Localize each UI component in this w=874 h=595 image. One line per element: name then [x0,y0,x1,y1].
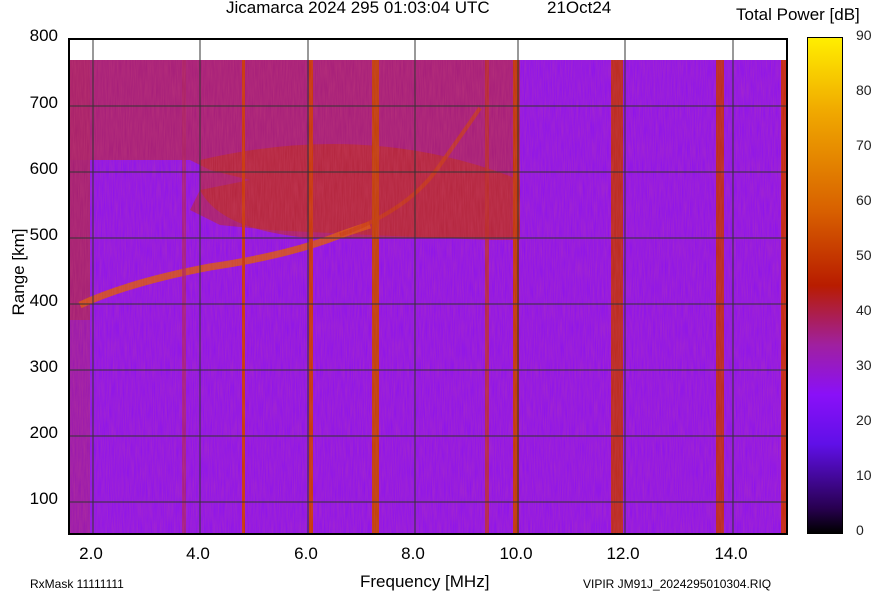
y-tick-label: 700 [29,93,58,112]
chart-title: Jicamarca 2024 295 01:03:04 UTC [226,0,490,17]
chart-date: 21Oct24 [547,0,612,17]
colorbar-tick-label: 40 [856,302,872,318]
x-tick-label: 6.0 [294,544,318,563]
grid-lines [70,40,786,533]
x-tick-label: 12.0 [606,544,640,563]
x-tick-label: 8.0 [401,544,425,563]
rx-mask-label: RxMask 11111111 [30,577,124,591]
x-tick-label: 14.0 [714,544,748,563]
y-tick-label: 800 [29,26,58,45]
colorbar-tick-label: 60 [856,192,872,208]
colorbar-tick-label: 30 [856,357,872,373]
filename-label: VIPIR JM91J_2024295010304.RIQ [583,577,772,591]
y-tick-label: 500 [29,225,58,244]
colorbar-tick-label: 10 [856,467,872,483]
colorbar-title: Total Power [dB] [736,5,860,24]
heatmap-area [70,60,786,533]
colorbar-tick-label: 70 [856,137,872,153]
x-tick-label: 4.0 [186,544,210,563]
ionogram-plot [68,38,788,535]
colorbar [807,37,843,534]
y-tick-label: 100 [29,489,58,508]
y-tick-label: 200 [29,423,58,442]
x-axis-title: Frequency [MHz] [360,572,490,591]
colorbar-tick-label: 20 [856,412,872,428]
y-tick-label: 400 [29,291,58,310]
colorbar-tick-label: 0 [856,522,864,538]
colorbar-tick-label: 50 [856,247,872,263]
y-axis-title: Range [km] [9,228,28,316]
y-tick-label: 300 [29,357,58,376]
x-tick-label: 2.0 [79,544,103,563]
colorbar-tick-label: 90 [856,27,872,43]
x-tick-label: 10.0 [499,544,533,563]
y-tick-label: 600 [29,159,58,178]
heatmap-graphic [70,60,786,533]
colorbar-tick-label: 80 [856,82,872,98]
